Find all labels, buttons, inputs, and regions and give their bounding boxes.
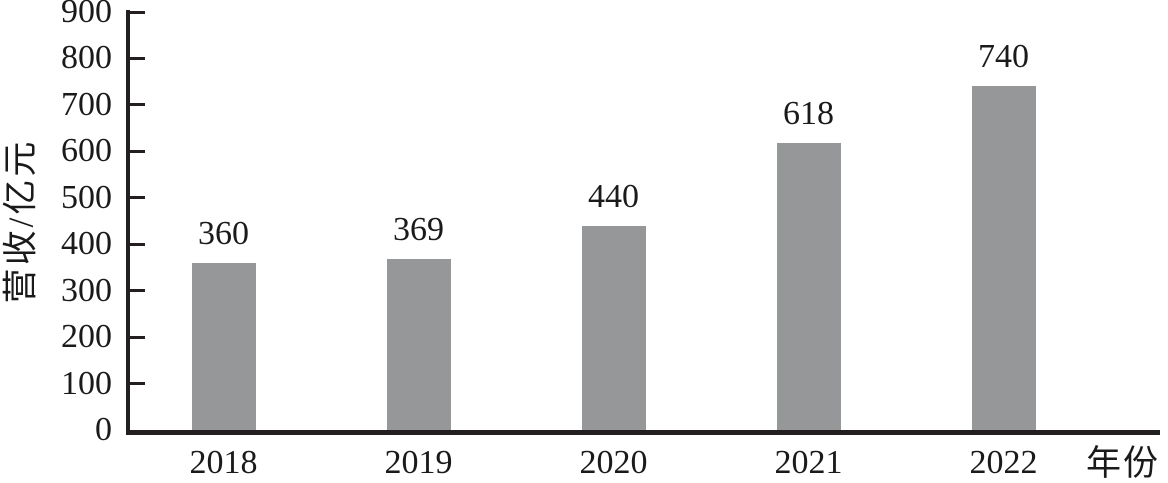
y-axis-title: 营收/亿元 <box>1 138 41 304</box>
x-tick-label: 2019 <box>384 444 453 481</box>
bar-2022 <box>971 86 1036 430</box>
x-tick-label: 2020 <box>579 444 648 481</box>
y-tick-label: 700 <box>61 85 112 123</box>
bar-value-label: 440 <box>588 177 639 215</box>
y-tick-label: 400 <box>61 225 112 263</box>
y-tick-mark <box>130 289 145 293</box>
y-tick-label: 800 <box>61 39 112 77</box>
x-tick-label: 2022 <box>969 444 1038 481</box>
y-tick-mark <box>130 335 145 339</box>
x-tick-label: 2021 <box>774 444 843 481</box>
y-tick-mark <box>130 56 145 60</box>
y-tick-label: 100 <box>61 364 112 402</box>
bar-2019 <box>386 258 451 430</box>
y-tick-mark <box>130 242 145 246</box>
y-tick-mark <box>130 103 145 107</box>
y-tick-mark <box>130 149 145 153</box>
y-tick-label: 500 <box>61 178 112 216</box>
x-axis-line <box>126 430 1160 435</box>
y-tick-mark <box>130 382 145 386</box>
bar-2018 <box>191 262 256 430</box>
x-tick-label: 2018 <box>189 444 258 481</box>
y-tick-label: 600 <box>61 132 112 170</box>
bar-2021 <box>776 142 841 430</box>
y-tick-label: 0 <box>95 411 112 448</box>
bar-value-label: 618 <box>783 94 834 132</box>
bar-value-label: 369 <box>393 210 444 248</box>
bar-value-label: 740 <box>978 38 1029 76</box>
y-axis-line <box>126 10 130 430</box>
bar-2020 <box>581 225 646 430</box>
plot-area: 年份 0 100 200 300 400 500 600 700 800 900 360 2018 36… <box>61 0 1160 481</box>
y-tick-label: 900 <box>61 0 112 30</box>
y-tick-mark <box>130 10 145 14</box>
y-tick-label: 300 <box>61 271 112 309</box>
y-tick-mark <box>130 196 145 200</box>
x-axis-title: 年份 <box>1085 444 1160 483</box>
bar-value-label: 360 <box>198 214 249 252</box>
y-tick-label: 200 <box>61 318 112 356</box>
